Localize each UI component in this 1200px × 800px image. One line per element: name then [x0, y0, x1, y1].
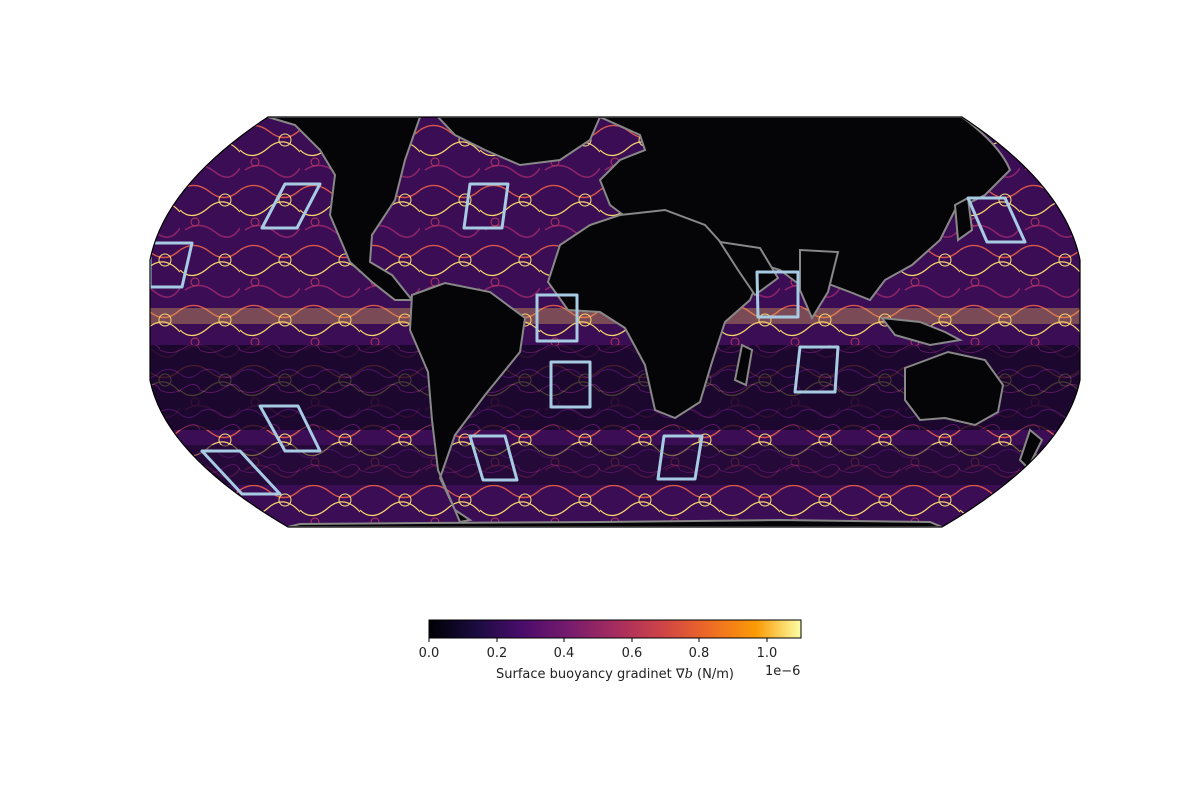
region-box: [966, 196, 1027, 244]
japan: [953, 196, 974, 242]
colorbar-label: Surface buoyancy gradinet ∇b (N/m): [496, 667, 734, 682]
region-box: [535, 293, 579, 343]
greenland: [435, 117, 602, 167]
madagascar: [733, 343, 754, 387]
colorbar-tick-label: 0.4: [553, 646, 575, 661]
region-box: [468, 434, 519, 482]
south-america: [408, 281, 527, 524]
region-box: [793, 345, 840, 394]
ocean-field: [150, 117, 1080, 527]
colorbar-tick-label: 0.8: [688, 646, 710, 661]
region-boxes: [150, 182, 1027, 496]
region-box: [656, 434, 704, 481]
colorbar-tick-label: 1.0: [756, 646, 778, 661]
region-box: [200, 449, 282, 496]
region-box: [462, 182, 510, 230]
colorbar-tick-label: 0.2: [486, 646, 508, 661]
colorbar-tick-label: 0.6: [621, 646, 643, 661]
eurasia: [598, 117, 1012, 302]
colorbar: [428, 619, 802, 639]
region-box: [549, 360, 592, 409]
colorbar-exponent: 1e−6: [765, 664, 801, 679]
region-box: [150, 241, 194, 289]
arabia: [717, 240, 780, 297]
colorbar-ticks: [428, 638, 768, 642]
australia: [904, 350, 1005, 427]
india: [799, 248, 840, 321]
colorbar-tick-label: 0.0: [418, 646, 440, 661]
indonesia: [879, 316, 964, 347]
north-america: [267, 117, 422, 301]
region-box: [260, 182, 322, 230]
land-masses: [267, 117, 1044, 527]
antarctica: [287, 518, 943, 527]
region-box: [755, 270, 800, 319]
region-box: [258, 404, 322, 453]
